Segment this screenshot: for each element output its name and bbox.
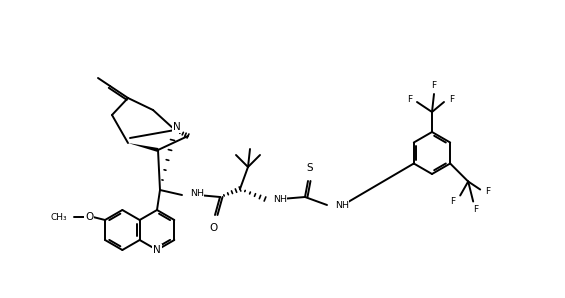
Text: N: N	[173, 122, 181, 132]
Text: NH: NH	[273, 195, 287, 204]
Text: NH: NH	[190, 189, 204, 198]
Text: O: O	[209, 223, 217, 233]
Polygon shape	[128, 143, 158, 152]
Text: N: N	[153, 245, 161, 255]
Text: F: F	[407, 95, 412, 105]
Text: CH₃: CH₃	[50, 212, 67, 221]
Text: F: F	[432, 81, 437, 91]
Text: S: S	[307, 163, 314, 173]
Text: F: F	[486, 187, 491, 196]
Text: F: F	[449, 95, 455, 105]
Text: F: F	[473, 205, 479, 214]
Text: O: O	[85, 212, 93, 222]
Text: NH: NH	[335, 201, 349, 209]
Text: F: F	[451, 197, 456, 206]
